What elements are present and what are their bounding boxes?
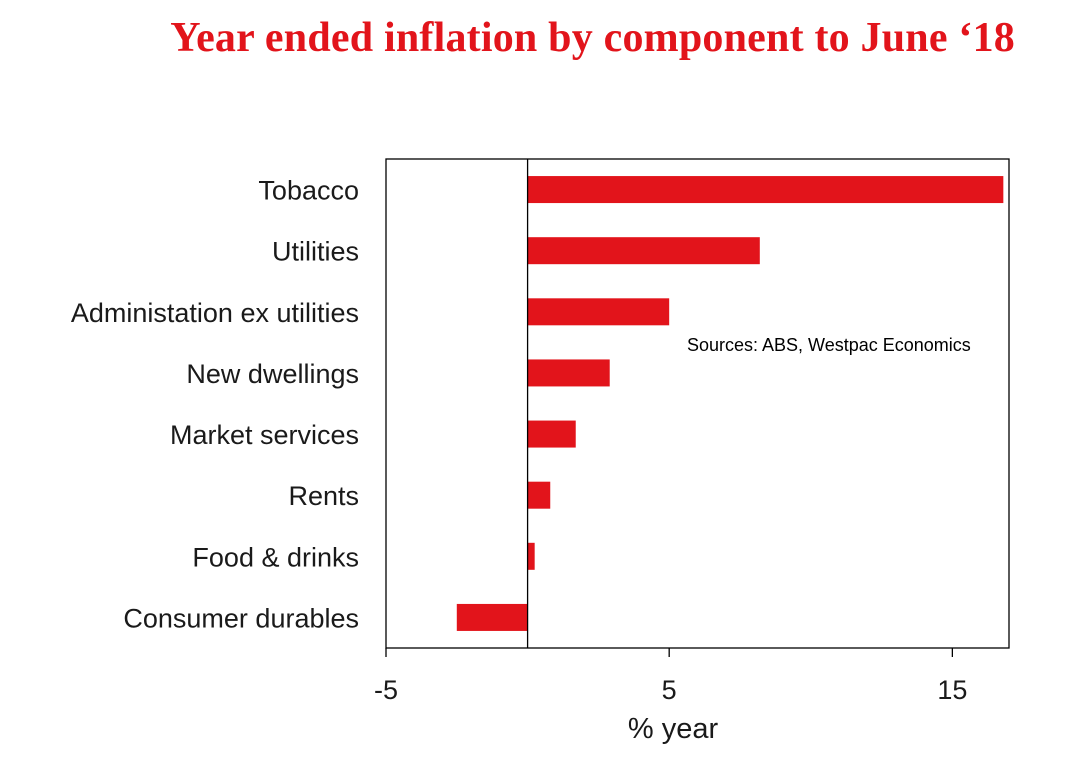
category-label: Food & drinks [192,542,359,572]
x-tick-label: 5 [662,675,677,705]
category-label: Rents [288,481,359,511]
category-label: Market services [170,420,359,450]
chart-title: Year ended inflation by component to Jun… [170,15,1015,61]
category-label: Tobacco [258,176,359,206]
source-annotation: Sources: ABS, Westpac Economics [687,335,971,355]
category-label: Administation ex utilities [71,298,359,328]
plot-frame [385,158,1010,649]
bar-utilities [527,237,760,265]
x-axis-label: % year [628,713,719,745]
bar-tobacco [527,176,1004,204]
bar-market-services [527,420,576,448]
bar-rents [527,481,551,509]
bar-consumer-durables [456,603,528,631]
x-tick-label: 15 [937,675,967,705]
x-tick-label: -5 [374,675,398,705]
bar-administation-ex-utilities [527,298,670,326]
category-label: Consumer durables [123,603,359,633]
category-label: New dwellings [186,359,359,389]
bar-new-dwellings [527,359,610,387]
category-label: Utilities [272,237,359,267]
bar-food-drinks [527,542,535,570]
